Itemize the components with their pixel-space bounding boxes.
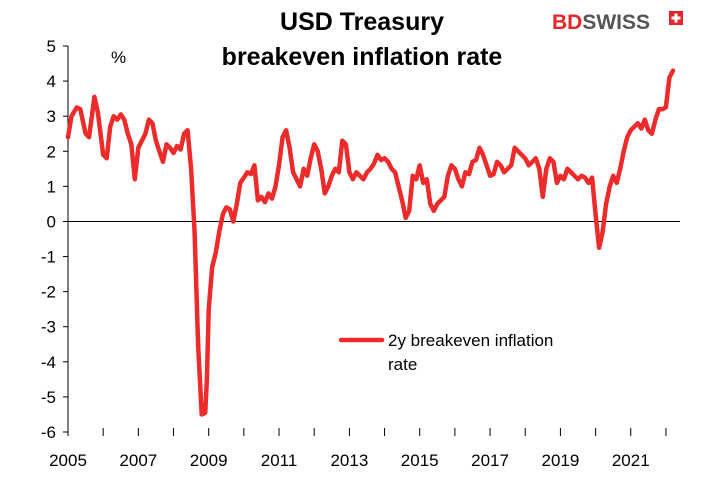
y-tick-label: 2: [47, 142, 56, 161]
chart-title-line-2: breakeven inflation rate: [222, 43, 503, 71]
y-tick-label: -2: [41, 283, 56, 302]
x-tick-label: 2013: [330, 451, 368, 470]
y-tick-label: -1: [41, 248, 56, 267]
y-tick-label: 0: [47, 212, 56, 231]
x-tick-label: 2017: [471, 451, 509, 470]
x-tick-label: 2011: [261, 451, 298, 470]
y-tick-label: 1: [47, 177, 56, 196]
x-tick-label: 2019: [541, 451, 579, 470]
y-tick-label: -4: [41, 353, 56, 372]
logo-text: BDSWISS: [552, 11, 650, 34]
y-tick-label: 3: [47, 107, 56, 126]
y-tick-label: 5: [47, 37, 56, 56]
unit-label: %: [111, 48, 126, 67]
x-tick-label: 2015: [401, 451, 439, 470]
x-tick-label: 2009: [190, 451, 228, 470]
legend-label-line-1: 2y breakeven inflation: [388, 331, 553, 350]
logo-cross-horizontal: [671, 16, 681, 20]
y-tick-label: -5: [41, 388, 56, 407]
series-line-2y-breakeven: [65, 68, 676, 417]
y-tick-label: -3: [41, 318, 56, 337]
x-tick-label: 2005: [49, 451, 87, 470]
legend: 2y breakeven inflation rate: [338, 331, 553, 374]
y-tick-label: -6: [41, 423, 56, 442]
x-tick-label: 2021: [612, 451, 650, 470]
bdswiss-logo: BDSWISS: [552, 11, 683, 34]
y-axis-ticks: 5 4 3 2 1 0 -1 -2 -3 -4 -5 -6: [41, 37, 68, 442]
x-tick-label: 2007: [119, 451, 157, 470]
x-axis-ticks: 2005 2007 2009 2011 2013 2015 2017 2019 2021: [49, 428, 667, 470]
chart-title-line-1: USD Treasury: [280, 8, 444, 36]
legend-label-line-2: rate: [388, 355, 417, 374]
y-tick-label: 4: [47, 72, 56, 91]
